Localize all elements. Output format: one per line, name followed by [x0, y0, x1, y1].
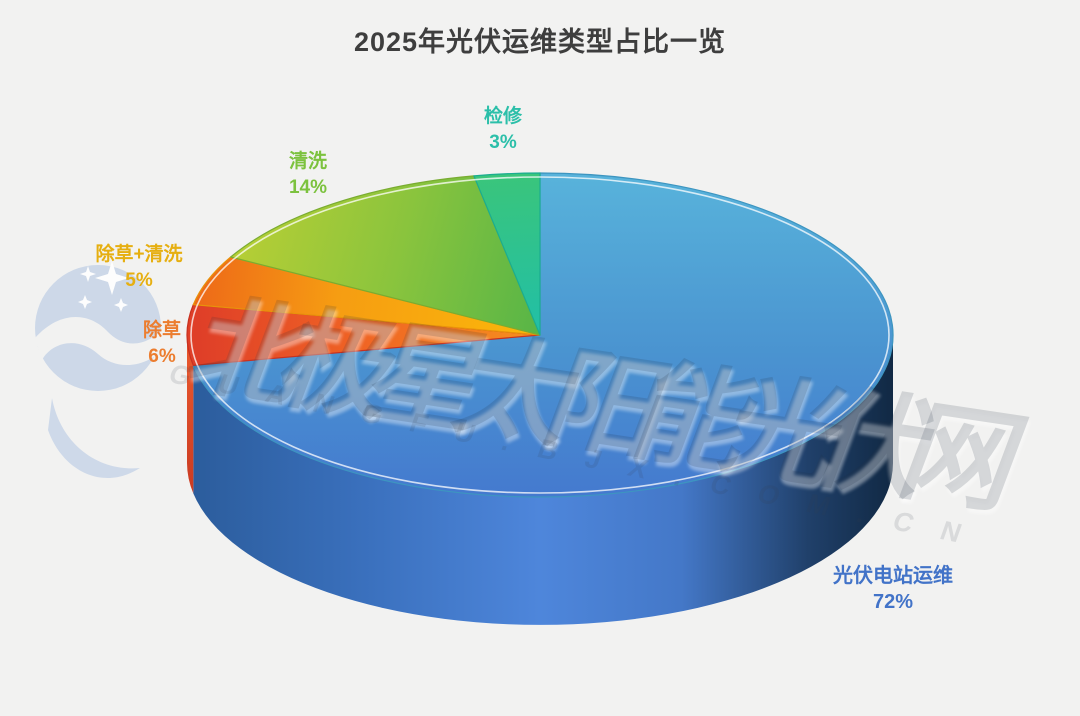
- label-guangfu-yunwei-pct: 72%: [872, 591, 914, 613]
- chart-title: 2025年光伏运维类型占比一览: [353, 27, 727, 57]
- label-qingxi: 清洗 14%: [228, 149, 388, 201]
- label-chucao-qingxi: 除草+清洗 5%: [39, 242, 239, 294]
- pie-wall-1: [187, 335, 194, 494]
- label-jianxiu-pct: 3%: [489, 132, 517, 153]
- north-star-logo-watermark: [35, 261, 170, 478]
- pie-slice-1: [186, 304, 541, 366]
- pie-rim-highlight: [190, 176, 890, 494]
- label-guangfu-yunwei: 光伏电站运维 72%: [793, 563, 993, 615]
- label-chucao-name: 除草: [142, 320, 181, 341]
- pie-slice-4: [473, 172, 541, 336]
- pie-wall-0: [193, 335, 894, 625]
- label-qingxi-name: 清洗: [288, 151, 327, 172]
- label-jianxiu-name: 检修: [483, 106, 522, 127]
- label-guangfu-yunwei-name: 光伏电站运维: [833, 565, 953, 587]
- label-chucao-pct: 6%: [148, 346, 176, 367]
- label-qingxi-pct: 14%: [288, 177, 328, 198]
- label-jianxiu: 检修 3%: [423, 104, 583, 156]
- label-chucao: 除草 6%: [82, 318, 242, 370]
- pie-side-walls: [187, 335, 894, 625]
- pie-top-slices: [186, 172, 894, 498]
- pie-slice-0: [192, 172, 894, 498]
- label-chucao-qingxi-name: 除草+清洗: [95, 244, 183, 265]
- label-chucao-qingxi-pct: 5%: [125, 270, 153, 291]
- pie-slice-3: [230, 175, 541, 336]
